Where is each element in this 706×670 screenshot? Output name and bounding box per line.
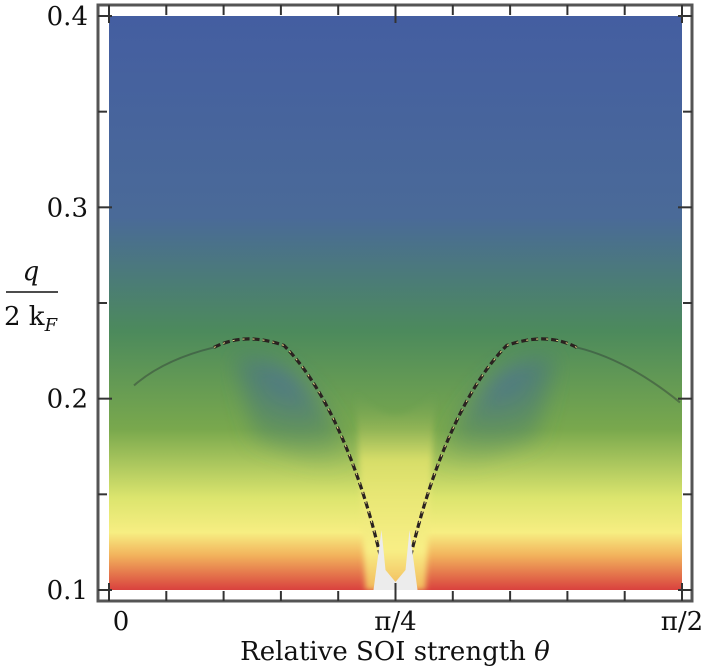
cusp-gap xyxy=(373,530,418,590)
axis-ticks xyxy=(98,5,692,601)
heatmap-area xyxy=(109,16,682,590)
x-axis-label-symbol: θ xyxy=(534,637,550,667)
y-tick-label: 0.1 xyxy=(47,576,88,606)
axis-tick-labels: 0 π/4 π/2 0.1 0.2 0.3 0.4 xyxy=(47,2,704,637)
arch-tail-left xyxy=(133,346,215,387)
y-tick-label: 0.4 xyxy=(47,2,88,32)
y-tick-label: 0.2 xyxy=(47,385,88,415)
y-label-denominator-main: 2 k xyxy=(4,302,45,332)
heatmap-lobe-right xyxy=(425,356,557,480)
y-label-numerator: q xyxy=(23,257,40,287)
arch-highlight-right xyxy=(403,338,577,590)
x-tick-label: π/2 xyxy=(661,607,703,637)
x-tick-label: 0 xyxy=(113,607,130,637)
arch-tail-right xyxy=(576,346,681,404)
arch-highlight-left xyxy=(213,338,388,590)
x-tick-label: π/4 xyxy=(374,607,416,637)
y-label-denominator: 2 kF xyxy=(4,302,59,336)
x-axis-label: Relative SOI strength θ xyxy=(240,637,550,667)
heatmap-cusp-glow xyxy=(355,390,436,590)
y-axis-label: q 2 kF xyxy=(4,257,59,336)
y-tick-label: 0.3 xyxy=(47,193,88,223)
y-label-denominator-sub: F xyxy=(44,315,59,336)
heatmap-lobe-left xyxy=(233,356,366,480)
x-axis-label-main: Relative SOI strength xyxy=(240,637,534,667)
